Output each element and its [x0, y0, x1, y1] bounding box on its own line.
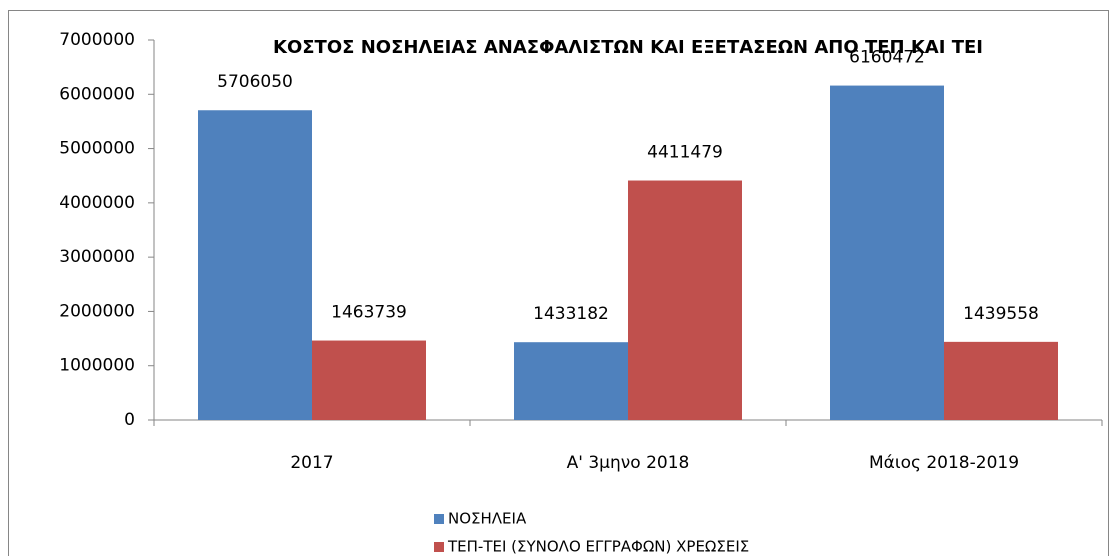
bar [514, 342, 628, 420]
bar [830, 85, 944, 421]
y-tick-label: 1000000 [59, 356, 135, 376]
y-tick-label: 5000000 [59, 139, 135, 159]
y-tick-label: 2000000 [59, 301, 135, 321]
data-label: 1433182 [533, 304, 609, 324]
legend-swatch [434, 542, 444, 552]
data-label: 1463739 [331, 303, 407, 323]
y-tick-label: 4000000 [59, 193, 135, 213]
x-tick-label: Μάιος 2018-2019 [869, 453, 1019, 473]
data-label: 4411479 [647, 143, 723, 163]
data-label: 1439558 [963, 304, 1039, 324]
x-tick-label: 2017 [290, 453, 333, 473]
y-tick-label: 0 [124, 410, 135, 430]
bar [628, 180, 742, 420]
x-tick-label: Α' 3μηνο 2018 [567, 453, 690, 473]
data-label: 6160472 [849, 48, 925, 68]
bar [312, 340, 426, 420]
y-tick-label: 7000000 [59, 30, 135, 50]
chart-title: ΚΟΣΤΟΣ ΝΟΣΗΛΕΙΑΣ ΑΝΑΣΦΑΛΙΣΤΩΝ ΚΑΙ ΕΞΕΤΑΣ… [273, 37, 983, 58]
legend-label: ΝΟΣΗΛΕΙΑ [448, 510, 527, 528]
y-tick-label: 3000000 [59, 247, 135, 267]
bar [944, 341, 1058, 420]
bar [198, 110, 312, 421]
y-tick-label: 6000000 [59, 84, 135, 104]
data-label: 5706050 [217, 72, 293, 92]
legend-label: ΤΕΠ-ΤΕΙ (ΣΥΝΟΛΟ ΕΓΓΡΑΦΩΝ) ΧΡΕΩΣΕΙΣ [447, 538, 749, 556]
legend-swatch [434, 514, 444, 524]
